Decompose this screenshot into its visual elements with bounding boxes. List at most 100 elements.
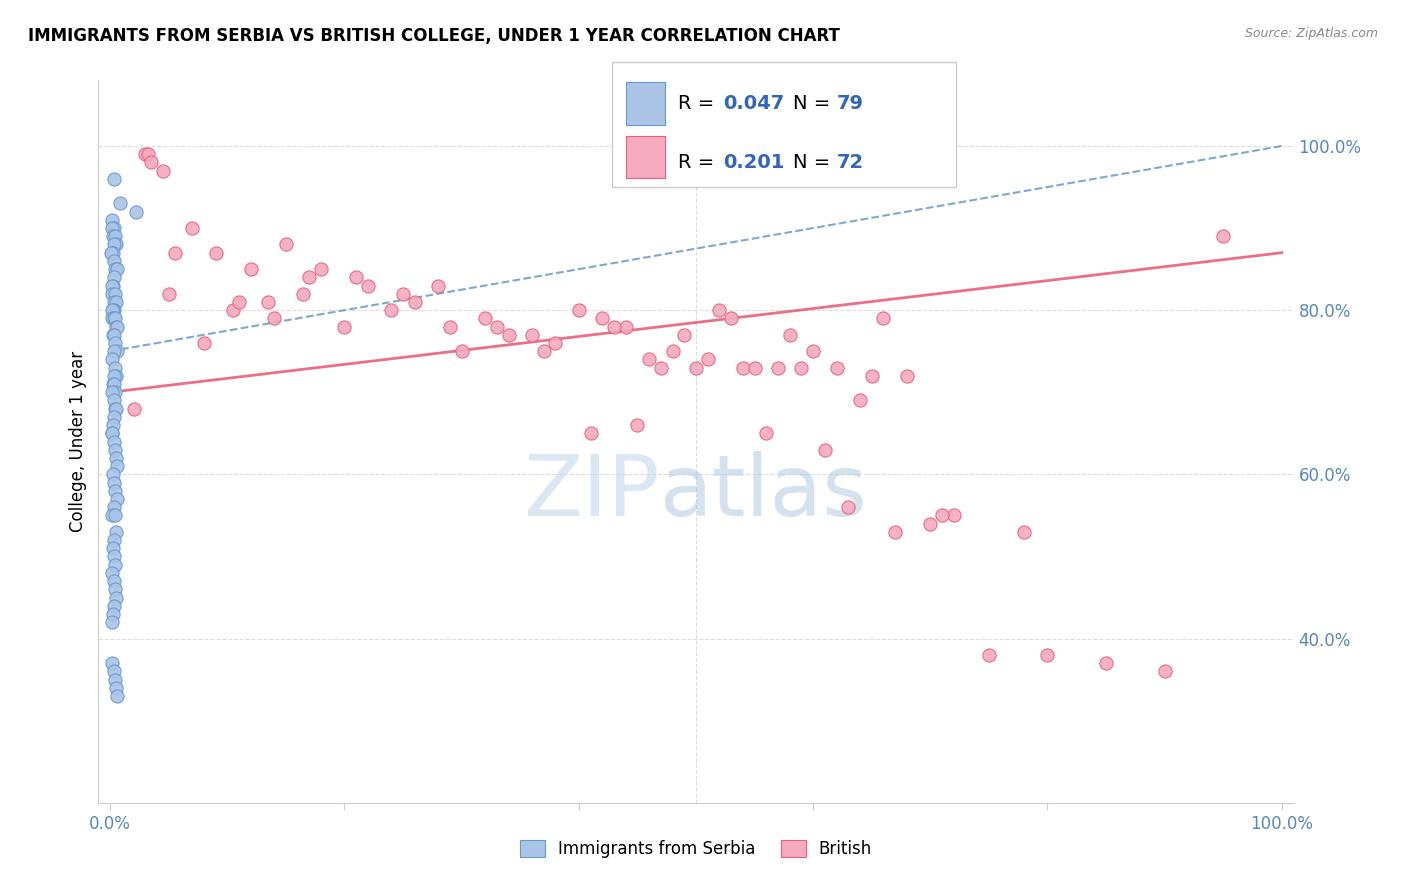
Point [105, 295, 128, 310]
Point [103, 303, 125, 318]
Point [614, 319, 637, 334]
Point [920, 516, 942, 531]
Legend: Immigrants from Serbia, British: Immigrants from Serbia, British [512, 832, 880, 867]
Text: R =: R = [678, 94, 720, 113]
Point [779, 327, 801, 342]
Point [105, 319, 128, 334]
Point [103, 599, 125, 613]
Point [357, 278, 380, 293]
Point [849, 393, 872, 408]
Point [498, 327, 520, 342]
Point [104, 262, 127, 277]
Point [105, 524, 128, 539]
Point [101, 278, 124, 293]
Point [103, 171, 125, 186]
Point [125, 204, 148, 219]
Point [101, 245, 124, 260]
Point [101, 229, 124, 244]
Point [104, 311, 127, 326]
Point [104, 401, 127, 416]
Point [101, 352, 124, 367]
Point [104, 442, 127, 457]
Point [101, 385, 124, 400]
Point [344, 270, 367, 285]
Point [603, 319, 626, 334]
Point [439, 319, 461, 334]
Point [103, 574, 125, 588]
Point [744, 360, 766, 375]
Point [134, 147, 156, 161]
Point [101, 212, 124, 227]
Point [152, 163, 174, 178]
Point [104, 360, 127, 375]
Point [104, 558, 127, 572]
Point [104, 229, 127, 244]
Point [380, 303, 402, 318]
Point [103, 254, 125, 268]
Point [122, 401, 145, 416]
Point [101, 278, 124, 293]
Point [814, 442, 837, 457]
Point [101, 418, 124, 433]
Point [333, 319, 356, 334]
Text: atlas: atlas [661, 450, 868, 533]
Point [942, 508, 965, 523]
Point [105, 319, 128, 334]
Point [626, 418, 648, 433]
Point [101, 245, 124, 260]
Point [101, 607, 124, 621]
Point [103, 327, 125, 342]
Point [520, 327, 543, 342]
Point [274, 237, 297, 252]
Point [685, 360, 707, 375]
Point [101, 566, 124, 580]
Point [101, 303, 124, 318]
Point [731, 360, 754, 375]
Point [720, 311, 742, 326]
Point [103, 434, 125, 449]
Point [591, 311, 613, 326]
Text: R =: R = [678, 153, 720, 172]
Point [1012, 524, 1035, 539]
Point [485, 319, 508, 334]
Point [101, 508, 124, 523]
Point [105, 344, 128, 359]
Point [104, 336, 127, 351]
Point [222, 303, 245, 318]
Point [136, 147, 159, 161]
Point [103, 549, 125, 564]
Point [105, 262, 128, 277]
Point [790, 360, 813, 375]
Point [105, 450, 128, 465]
Point [103, 533, 125, 547]
Point [931, 508, 953, 523]
Point [103, 237, 125, 252]
Point [638, 352, 661, 367]
Point [673, 327, 696, 342]
Point [977, 648, 1000, 662]
Point [101, 221, 124, 235]
Point [103, 270, 125, 285]
Point [568, 303, 591, 318]
Point [101, 541, 124, 556]
Point [104, 508, 127, 523]
Text: N =: N = [793, 153, 837, 172]
Text: 0.201: 0.201 [723, 153, 785, 172]
Point [101, 311, 124, 326]
Point [650, 360, 672, 375]
Text: 79: 79 [837, 94, 863, 113]
Text: 0.047: 0.047 [723, 94, 785, 113]
Point [825, 360, 848, 375]
Point [101, 426, 124, 441]
Point [755, 426, 778, 441]
Text: Source: ZipAtlas.com: Source: ZipAtlas.com [1244, 27, 1378, 40]
Point [103, 377, 125, 392]
Point [884, 524, 907, 539]
Point [404, 295, 426, 310]
Point [896, 368, 918, 383]
Point [103, 665, 125, 679]
Point [1036, 648, 1059, 662]
Text: ZIP: ZIP [523, 450, 661, 533]
Point [103, 311, 125, 326]
Point [100, 245, 122, 260]
